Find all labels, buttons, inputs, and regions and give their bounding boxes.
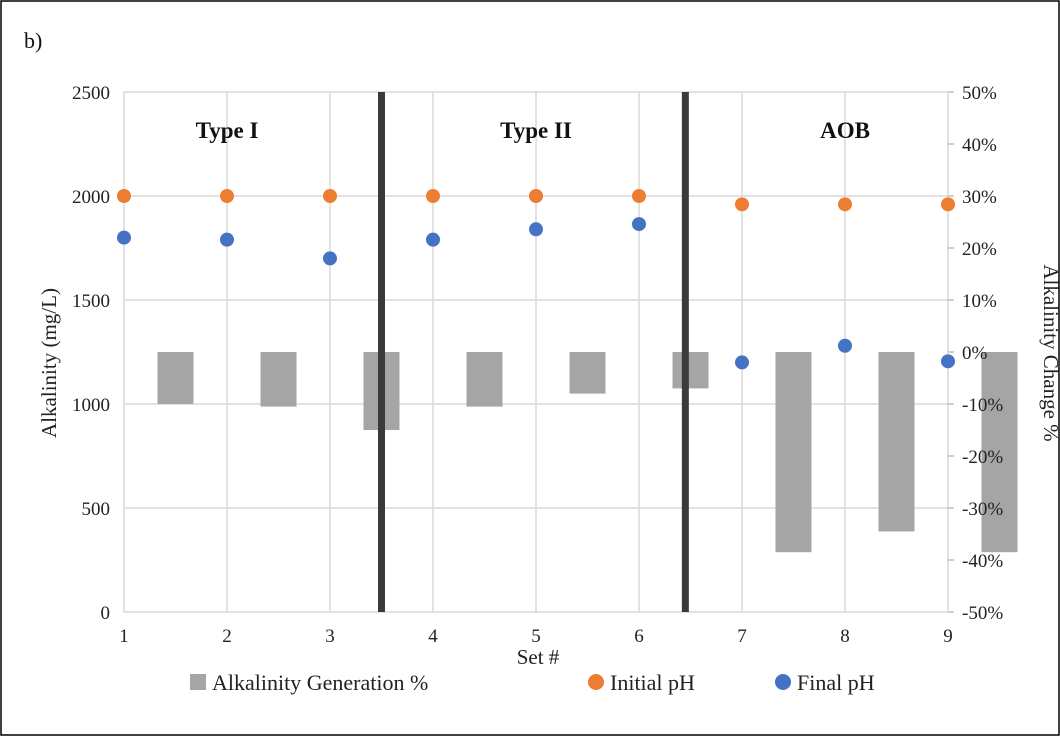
scatter-point xyxy=(632,217,646,232)
region-separators xyxy=(378,92,689,612)
left-y-axis-title: Alkalinity (mg/L) xyxy=(37,288,61,438)
region-label: AOB xyxy=(820,118,870,143)
right-y-axis-title: Alkalinity Change % xyxy=(1039,264,1060,441)
bar xyxy=(157,352,194,404)
right-y-axis-ticks: -50% -40% -30% -20% -10% 0% 10% 20% 30% 40% 50% xyxy=(948,83,1003,624)
scatter-point xyxy=(941,197,955,212)
scatter-point xyxy=(735,197,749,212)
panel-label: b) xyxy=(24,28,42,53)
x-tick-label: 7 xyxy=(737,626,747,647)
region-label: Type II xyxy=(500,118,572,143)
bar xyxy=(672,352,709,389)
legend-swatch xyxy=(588,674,604,690)
scatter-point xyxy=(117,230,131,245)
left-tick-label: 2000 xyxy=(72,187,110,208)
left-tick-label: 500 xyxy=(82,499,111,520)
scatter-point xyxy=(735,355,749,370)
legend-label: Initial pH xyxy=(610,670,695,695)
scatter-point xyxy=(117,189,131,203)
bar xyxy=(981,352,1018,553)
grid xyxy=(123,91,949,613)
legend-swatch xyxy=(775,674,791,690)
legend-label: Final pH xyxy=(797,670,875,695)
x-tick-label: 3 xyxy=(325,626,335,647)
right-tick-label: -20% xyxy=(962,447,1003,468)
scatter-point xyxy=(529,222,543,237)
bar xyxy=(775,352,812,553)
region-label: Type I xyxy=(196,118,259,143)
right-tick-label: -30% xyxy=(962,499,1003,520)
bar xyxy=(260,352,297,407)
left-tick-label: 1000 xyxy=(72,395,110,416)
bar-series xyxy=(157,352,1018,553)
scatter-point xyxy=(220,189,234,203)
x-tick-label: 8 xyxy=(840,626,850,647)
right-tick-label: -10% xyxy=(962,395,1003,416)
legend: Alkalinity Generation % Initial pH Final p… xyxy=(190,670,875,695)
scatter-point xyxy=(323,251,337,266)
left-tick-label: 0 xyxy=(101,603,111,624)
x-axis-ticks: 1 2 3 4 5 6 7 8 9 xyxy=(119,626,953,647)
scatter-point xyxy=(323,189,337,203)
x-tick-label: 9 xyxy=(943,626,953,647)
right-tick-label: 20% xyxy=(962,239,997,260)
scatter-point xyxy=(941,354,955,369)
x-tick-label: 4 xyxy=(428,626,438,647)
x-tick-label: 1 xyxy=(119,626,129,647)
legend-swatch xyxy=(190,674,206,690)
x-tick-label: 5 xyxy=(531,626,541,647)
scatter-point xyxy=(426,189,440,203)
left-y-axis-ticks: 0 500 1000 1500 2000 2500 xyxy=(72,83,110,624)
right-tick-label: -50% xyxy=(962,603,1003,624)
right-tick-label: -40% xyxy=(962,551,1003,572)
left-tick-label: 1500 xyxy=(72,291,110,312)
scatter-series xyxy=(117,189,955,370)
right-tick-label: 50% xyxy=(962,83,997,104)
right-tick-label: 10% xyxy=(962,291,997,312)
scatter-point xyxy=(426,232,440,247)
scatter-point xyxy=(838,197,852,212)
bar xyxy=(878,352,915,532)
scatter-point xyxy=(529,189,543,203)
region-labels: Type I Type II AOB xyxy=(196,118,870,143)
bar xyxy=(569,352,606,394)
left-tick-label: 2500 xyxy=(72,83,110,104)
x-axis-title: Set # xyxy=(517,645,560,669)
x-tick-label: 2 xyxy=(222,626,232,647)
right-tick-label: 40% xyxy=(962,135,997,156)
scatter-point xyxy=(632,189,646,203)
scatter-point xyxy=(220,232,234,247)
right-tick-label: 30% xyxy=(962,187,997,208)
x-tick-label: 6 xyxy=(634,626,644,647)
legend-label: Alkalinity Generation % xyxy=(212,670,428,695)
bar xyxy=(466,352,503,407)
scatter-point xyxy=(838,338,852,353)
right-tick-label: 0% xyxy=(962,343,988,364)
